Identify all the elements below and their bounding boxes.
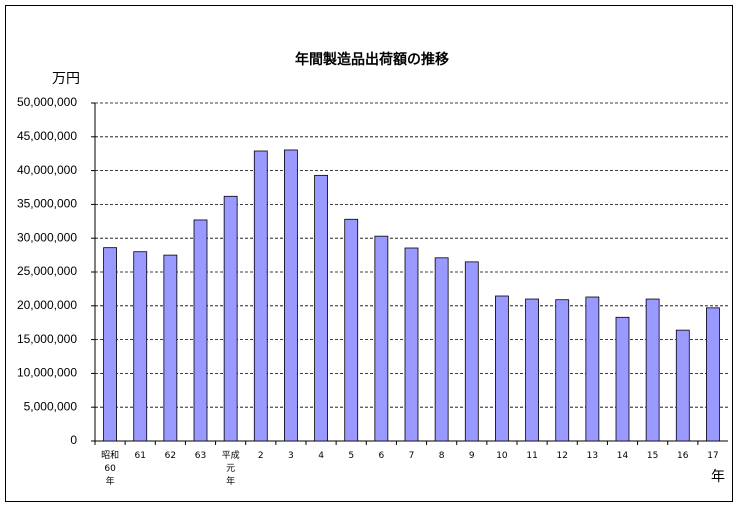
x-tick-label: 2	[258, 451, 264, 461]
x-tick-label: 4	[318, 451, 324, 461]
bar	[223, 195, 238, 442]
x-tick-label: 13	[587, 451, 598, 461]
bar	[706, 307, 720, 442]
y-tick-label: 45,000,000	[17, 129, 77, 143]
bar	[103, 247, 117, 442]
bar	[404, 247, 419, 442]
bar	[495, 295, 509, 442]
x-tick-label: 3	[288, 451, 294, 461]
chart-title: 年間製造品出荷額の推移	[295, 51, 449, 68]
x-tick-label: 9	[469, 451, 475, 461]
y-tick-label: 30,000,000	[17, 230, 77, 244]
bar	[253, 150, 268, 442]
y-tick-label: 5,000,000	[24, 399, 78, 413]
x-tick-label: 61	[134, 451, 145, 461]
y-tick-label: 0	[70, 433, 77, 447]
bar	[434, 257, 449, 442]
x-tick-label: 6	[378, 451, 384, 461]
bar	[585, 296, 600, 442]
y-tick-label: 25,000,000	[17, 264, 77, 278]
y-unit: 万円	[52, 71, 80, 87]
x-axis-label: 年	[711, 469, 725, 485]
x-tick-label: 12	[556, 451, 567, 461]
x-tick-label: 8	[439, 451, 445, 461]
bar	[675, 329, 690, 442]
x-tick-label: 11	[526, 451, 537, 461]
y-tick-label: 50,000,000	[17, 95, 77, 109]
bar	[314, 174, 328, 442]
x-tick-label: 14	[617, 451, 629, 461]
bar	[525, 298, 539, 442]
y-tick-label: 15,000,000	[17, 332, 77, 346]
bar	[555, 299, 570, 442]
x-tick-label: 10	[496, 451, 508, 461]
bar	[163, 254, 178, 442]
x-tick-label: 7	[409, 451, 415, 461]
x-tick-label: 5	[348, 451, 354, 461]
bar	[284, 149, 298, 442]
x-tick-label: 63	[195, 451, 206, 461]
x-tick-label: 62	[165, 451, 176, 461]
chart-border	[5, 5, 733, 502]
y-tick-label: 35,000,000	[17, 197, 77, 211]
bar	[344, 218, 359, 442]
y-tick-label: 40,000,000	[17, 163, 77, 177]
y-tick-label: 10,000,000	[17, 366, 77, 380]
bar	[615, 316, 630, 442]
bar	[133, 251, 148, 442]
x-tick-label: 昭和 60 年	[101, 450, 119, 487]
x-tick-label: 平成元年	[222, 449, 240, 487]
bar	[464, 261, 479, 442]
y-tick-label: 20,000,000	[17, 298, 77, 312]
x-tick-label: 17	[707, 451, 718, 461]
x-tick-label: 15	[647, 451, 658, 461]
bar	[374, 235, 389, 442]
bar	[193, 219, 208, 442]
bar	[645, 298, 660, 442]
x-tick-label: 16	[677, 451, 689, 461]
